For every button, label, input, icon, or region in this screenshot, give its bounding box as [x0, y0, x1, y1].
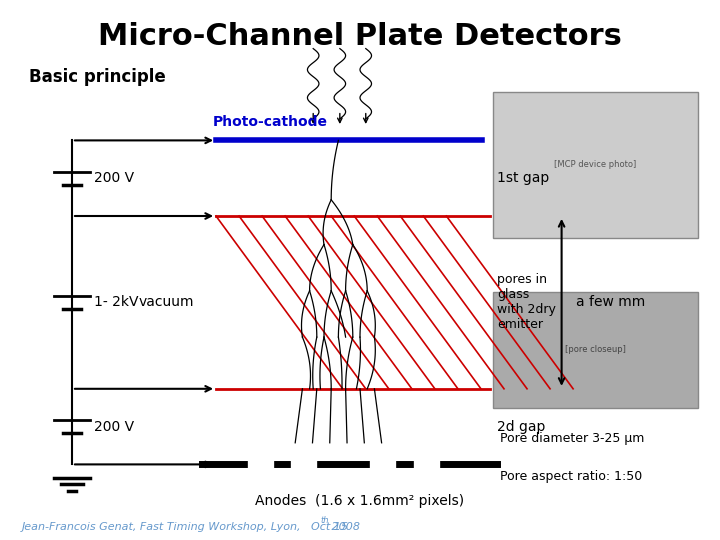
Bar [493, 292, 698, 408]
Text: 2008: 2008 [328, 522, 359, 532]
Text: Jean-Francois Genat, Fast Timing Workshop, Lyon,   Oct 15: Jean-Francois Genat, Fast Timing Worksho… [22, 522, 348, 532]
Text: [pore closeup]: [pore closeup] [565, 346, 626, 354]
Text: Photo-cathode: Photo-cathode [212, 114, 328, 129]
Text: Basic principle: Basic principle [29, 68, 166, 85]
Text: Pore diameter 3-25 μm: Pore diameter 3-25 μm [500, 432, 645, 445]
Text: 200 V: 200 V [94, 171, 134, 185]
Text: Pore aspect ratio: 1:50: Pore aspect ratio: 1:50 [500, 470, 643, 483]
Text: 1- 2kV: 1- 2kV [94, 295, 138, 309]
Text: 1st gap: 1st gap [497, 171, 549, 185]
Text: vacuum: vacuum [139, 295, 194, 309]
Text: 200 V: 200 V [94, 420, 134, 434]
Text: a few mm: a few mm [576, 295, 645, 309]
Text: [MCP device photo]: [MCP device photo] [554, 160, 636, 169]
Text: 2d gap: 2d gap [497, 420, 545, 434]
Text: th: th [320, 516, 329, 525]
Bar [493, 92, 698, 238]
Text: pores in
glass
with 2dry
emitter: pores in glass with 2dry emitter [497, 273, 556, 332]
Text: Anodes  (1.6 x 1.6mm² pixels): Anodes (1.6 x 1.6mm² pixels) [256, 494, 464, 508]
Text: Micro-Channel Plate Detectors: Micro-Channel Plate Detectors [98, 22, 622, 51]
